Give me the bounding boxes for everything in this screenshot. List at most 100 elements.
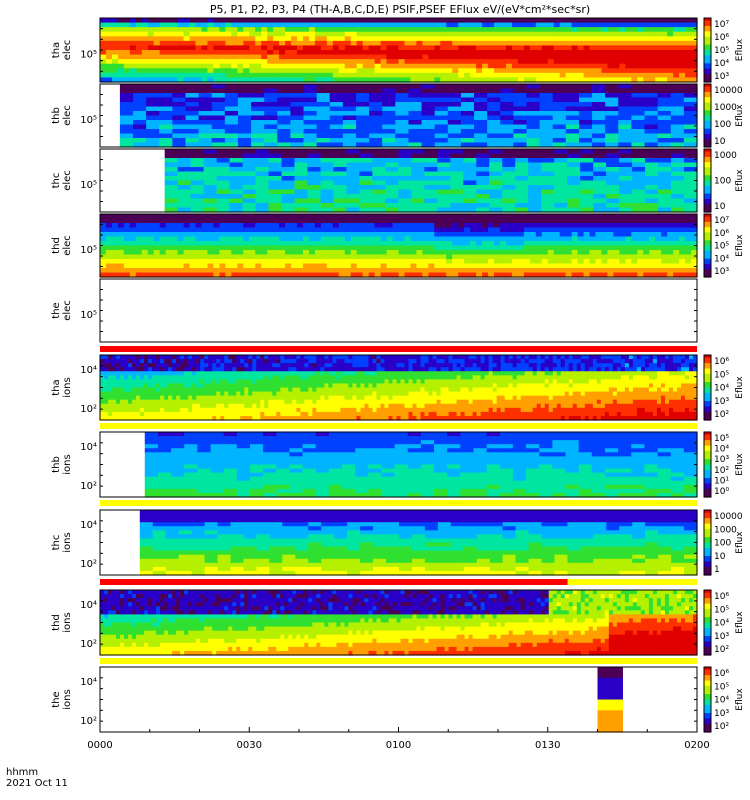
spectrogram-cell bbox=[458, 241, 465, 247]
spectrogram-cell bbox=[320, 72, 328, 79]
spectrogram-cell bbox=[368, 268, 376, 274]
spectrogram-cell bbox=[338, 54, 346, 60]
spectrogram-cell bbox=[517, 36, 525, 42]
spectrogram-cell bbox=[499, 245, 507, 251]
spectrogram-cell bbox=[619, 158, 633, 164]
spectrogram-cell bbox=[108, 355, 113, 360]
spectrogram-cell bbox=[458, 254, 465, 260]
spectrogram-cell bbox=[422, 59, 429, 65]
spectrogram-cell bbox=[482, 40, 489, 47]
spectrogram-cell bbox=[547, 259, 555, 265]
spectrogram-cell bbox=[571, 45, 579, 51]
spectrogram-cell bbox=[152, 415, 157, 421]
spectrogram-cell bbox=[148, 371, 153, 376]
spectrogram-cell bbox=[424, 149, 438, 155]
spectrogram-cell bbox=[135, 45, 143, 51]
spectrogram-cell bbox=[482, 227, 489, 233]
spectrogram-cell bbox=[589, 232, 597, 238]
spectrogram-cell bbox=[395, 93, 410, 99]
spectrogram-cell bbox=[541, 218, 549, 224]
spectrogram-cell bbox=[565, 142, 580, 148]
colorbar-step bbox=[704, 196, 711, 200]
spectrogram-cell bbox=[231, 59, 238, 65]
spectrogram-cell bbox=[172, 111, 187, 117]
spectrogram-cell bbox=[264, 359, 269, 364]
spectrogram-cell bbox=[277, 102, 292, 108]
spectrogram-cell bbox=[229, 198, 244, 204]
spectrogram-cell bbox=[434, 142, 449, 148]
spectrogram-cell bbox=[135, 236, 143, 242]
spectrogram-cell bbox=[219, 18, 226, 24]
spectrogram-cell bbox=[124, 415, 129, 421]
spectrogram-cell bbox=[416, 250, 423, 256]
spectrogram-cell bbox=[395, 88, 410, 94]
spectrogram-cell bbox=[320, 50, 328, 56]
spectrogram-cell bbox=[213, 218, 220, 224]
spectrogram-cell bbox=[374, 263, 382, 269]
spectrogram-cell bbox=[128, 371, 133, 376]
spectrogram-cell bbox=[593, 153, 607, 159]
spectrogram-cell bbox=[190, 207, 205, 213]
spectrogram-cell bbox=[447, 115, 462, 121]
spectrogram-cell bbox=[589, 214, 597, 220]
spectrogram-cell bbox=[464, 218, 471, 224]
spectrogram-cell bbox=[244, 415, 249, 421]
spectrogram-cell bbox=[474, 138, 488, 144]
spectrogram-cell bbox=[667, 40, 674, 47]
spectrogram-cell bbox=[613, 27, 620, 33]
spectrogram-cell bbox=[140, 387, 145, 393]
spectrogram-cell bbox=[168, 399, 173, 405]
spectrogram-cell bbox=[673, 250, 680, 256]
spectrogram-cell bbox=[385, 158, 399, 164]
spectrogram-cell bbox=[541, 63, 549, 69]
spectrogram-cell bbox=[601, 245, 609, 251]
spectrogram-cell bbox=[255, 203, 270, 209]
spectrogram-cell bbox=[140, 375, 145, 380]
spectrogram-cell bbox=[607, 214, 615, 220]
spectrogram-cell bbox=[458, 214, 465, 220]
spectrogram-cell bbox=[264, 106, 278, 112]
spectrogram-cell bbox=[452, 18, 459, 24]
spectrogram-cell bbox=[120, 355, 125, 360]
spectrogram-cell bbox=[261, 68, 268, 74]
spectrogram-cell bbox=[535, 45, 543, 51]
spectrogram-cell bbox=[255, 153, 270, 159]
spectrogram-cell bbox=[326, 232, 334, 238]
spectrogram-cell bbox=[567, 176, 581, 182]
spectrogram-cell bbox=[372, 207, 386, 213]
spectrogram-cell bbox=[613, 31, 620, 37]
spectrogram-cell bbox=[422, 40, 429, 47]
spectrogram-cell bbox=[523, 59, 531, 65]
spectrogram-cell bbox=[216, 203, 231, 209]
spectrogram-cell bbox=[452, 27, 459, 33]
spectrogram-cell bbox=[342, 106, 357, 112]
spectrogram-cell bbox=[404, 218, 412, 224]
spectrogram-cell bbox=[631, 93, 646, 99]
spectrogram-cell bbox=[458, 72, 465, 79]
spectrogram-cell bbox=[244, 379, 249, 385]
spectrogram-cell bbox=[359, 185, 374, 191]
spectrogram-cell bbox=[452, 232, 459, 238]
spectrogram-cell bbox=[661, 259, 668, 265]
spectrogram-cell bbox=[120, 367, 125, 372]
spectrogram-cell bbox=[368, 227, 376, 233]
spectrogram-cell bbox=[452, 63, 459, 69]
spectrogram-cell bbox=[523, 272, 531, 278]
spectrogram-cell bbox=[661, 263, 668, 269]
spectrogram-cell bbox=[661, 227, 668, 233]
spectrogram-cell bbox=[276, 371, 281, 376]
spectrogram-cell bbox=[203, 189, 218, 195]
spectrogram-cell bbox=[212, 395, 217, 401]
spectrogram-cell bbox=[276, 399, 281, 405]
spectrogram-cell bbox=[314, 236, 322, 242]
spectrogram-cell bbox=[183, 245, 191, 251]
spectrogram-cell bbox=[502, 153, 516, 159]
spectrogram-cell bbox=[404, 241, 412, 247]
spectrogram-cell bbox=[398, 207, 412, 213]
spectrogram-cell bbox=[589, 50, 597, 56]
spectrogram-cell bbox=[523, 36, 531, 42]
spectrogram-cell bbox=[410, 227, 418, 233]
spectrogram-cell bbox=[601, 68, 609, 74]
spectrogram-cell bbox=[447, 84, 462, 90]
spectrogram-cell bbox=[190, 203, 205, 209]
